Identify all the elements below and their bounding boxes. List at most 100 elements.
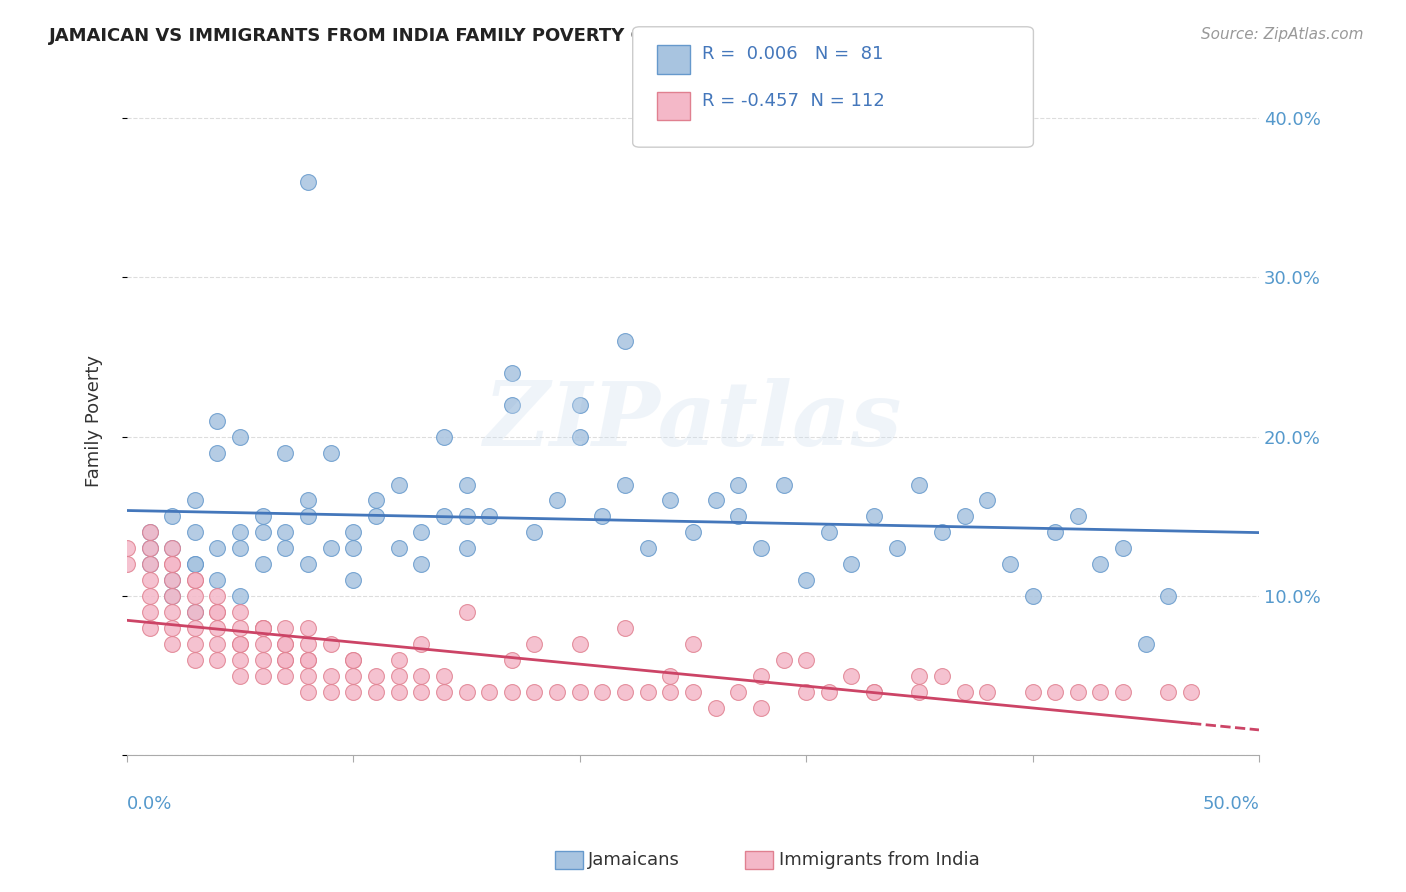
Point: [160, 541, 183, 556]
Point: [274, 541, 297, 556]
Point: [908, 669, 931, 683]
Point: [501, 398, 523, 412]
Point: [160, 589, 183, 603]
Point: [229, 525, 252, 540]
Point: [184, 558, 207, 572]
Point: [411, 669, 433, 683]
Point: [659, 493, 682, 508]
Point: [115, 541, 138, 556]
Point: [138, 605, 160, 619]
Point: [229, 653, 252, 667]
Point: [297, 621, 319, 635]
Text: Immigrants from India: Immigrants from India: [779, 851, 980, 869]
Point: [319, 669, 342, 683]
Point: [908, 477, 931, 491]
Point: [160, 558, 183, 572]
Text: ZIPatlas: ZIPatlas: [484, 377, 901, 464]
Point: [274, 653, 297, 667]
Point: [1157, 684, 1180, 698]
Point: [207, 605, 229, 619]
Point: [568, 684, 591, 698]
Point: [207, 637, 229, 651]
Point: [501, 366, 523, 380]
Point: [342, 541, 364, 556]
Point: [388, 541, 411, 556]
Point: [364, 509, 387, 524]
Point: [411, 684, 433, 698]
Point: [160, 573, 183, 587]
Point: [207, 653, 229, 667]
Point: [184, 605, 207, 619]
Point: [794, 653, 817, 667]
Text: JAMAICAN VS IMMIGRANTS FROM INDIA FAMILY POVERTY CORRELATION CHART: JAMAICAN VS IMMIGRANTS FROM INDIA FAMILY…: [49, 27, 846, 45]
Point: [456, 509, 478, 524]
Point: [682, 684, 704, 698]
Point: [727, 509, 749, 524]
Point: [749, 541, 772, 556]
Point: [614, 684, 637, 698]
Point: [138, 541, 160, 556]
Point: [478, 509, 501, 524]
Point: [319, 446, 342, 460]
Point: [841, 558, 863, 572]
Point: [931, 525, 953, 540]
Point: [772, 653, 794, 667]
Point: [523, 525, 546, 540]
Point: [207, 446, 229, 460]
Point: [160, 621, 183, 635]
Point: [252, 525, 274, 540]
Point: [297, 637, 319, 651]
Point: [1180, 684, 1202, 698]
Point: [207, 589, 229, 603]
Point: [184, 525, 207, 540]
Point: [229, 605, 252, 619]
Point: [364, 493, 387, 508]
Point: [138, 525, 160, 540]
Point: [863, 509, 886, 524]
Point: [523, 684, 546, 698]
Point: [160, 637, 183, 651]
Point: [138, 558, 160, 572]
Point: [659, 669, 682, 683]
Point: [184, 637, 207, 651]
Point: [1090, 558, 1112, 572]
Point: [229, 621, 252, 635]
Point: [411, 525, 433, 540]
Point: [297, 653, 319, 667]
Point: [523, 637, 546, 651]
Point: [749, 700, 772, 714]
Text: 50.0%: 50.0%: [1202, 796, 1258, 814]
Point: [229, 589, 252, 603]
Point: [229, 637, 252, 651]
Point: [364, 684, 387, 698]
Point: [704, 700, 727, 714]
Point: [274, 637, 297, 651]
Point: [456, 477, 478, 491]
Point: [614, 621, 637, 635]
Point: [727, 684, 749, 698]
Point: [342, 573, 364, 587]
Point: [252, 558, 274, 572]
Point: [342, 525, 364, 540]
Point: [1043, 525, 1066, 540]
Point: [591, 509, 613, 524]
Point: [931, 669, 953, 683]
Point: [297, 558, 319, 572]
Point: [274, 446, 297, 460]
Point: [274, 669, 297, 683]
Point: [1067, 509, 1090, 524]
Point: [274, 525, 297, 540]
Point: [1021, 589, 1043, 603]
Point: [319, 684, 342, 698]
Point: [817, 684, 839, 698]
Point: [908, 684, 931, 698]
Point: [342, 669, 364, 683]
Point: [953, 684, 976, 698]
Point: [727, 477, 749, 491]
Point: [207, 605, 229, 619]
Point: [207, 414, 229, 428]
Point: [160, 573, 183, 587]
Point: [160, 558, 183, 572]
Point: [1090, 684, 1112, 698]
Point: [184, 558, 207, 572]
